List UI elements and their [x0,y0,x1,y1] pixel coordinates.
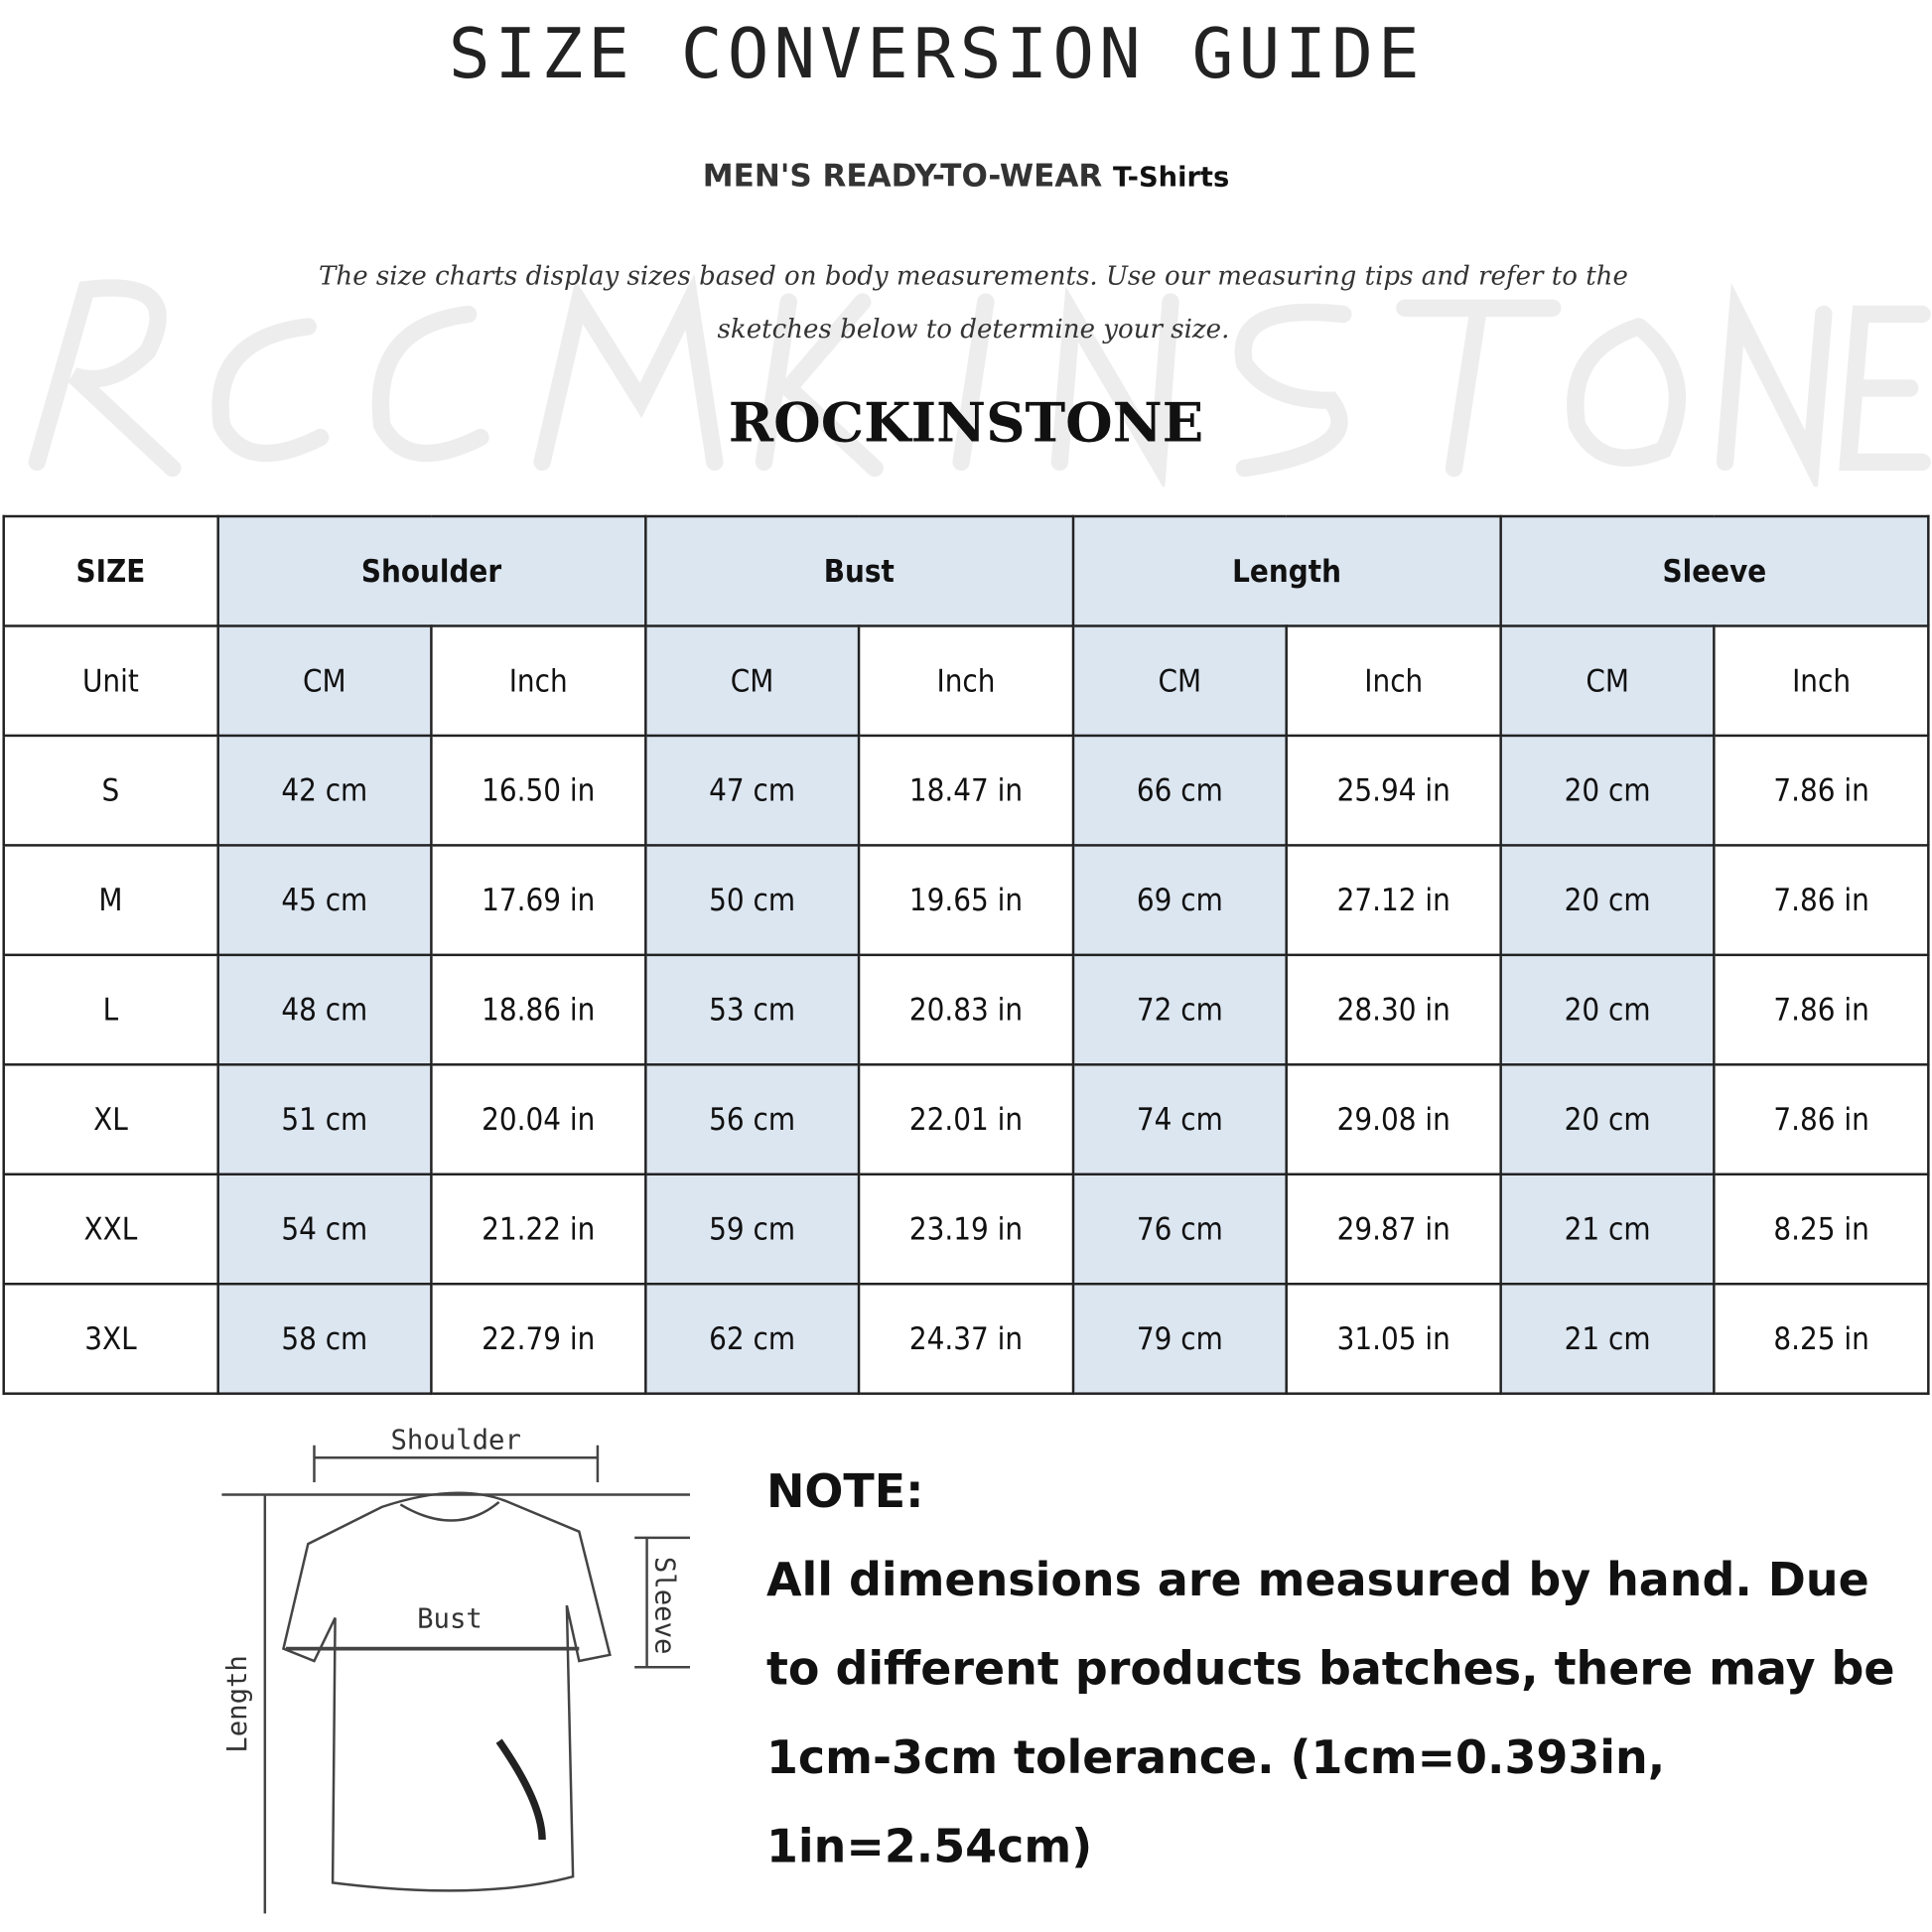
header-cell: Shoulder [215,514,647,627]
value-cell: 22.01 in [858,1063,1074,1176]
value-cell: 50 cm [643,844,861,957]
description: The size charts display sizes based on b… [319,261,1628,345]
unit-cell: Inch [430,624,647,738]
value-cell: 8.25 in [1713,1282,1930,1395]
tshirt-measurement-sketch: Shoulder Bust Length Sleeve [221,1426,691,1914]
header-cell: Length [1071,514,1502,627]
value-cell: 28.30 in [1285,953,1502,1066]
value-cell: 53 cm [643,953,861,1066]
size-cell: 3XL [2,1282,219,1395]
value-cell: 31.05 in [1285,1282,1502,1395]
value-cell: 62 cm [643,1282,861,1395]
subtitle: MEN'S READY-TO-WEAR T-Shirts [0,158,1932,194]
value-cell: 16.50 in [430,734,647,847]
unit-cell: CM [643,624,861,738]
value-cell: 42 cm [215,734,433,847]
value-cell: 18.47 in [858,734,1074,847]
table-row: XXL 54 cm 21.22 in 59 cm 23.19 in 76 cm 29.87 … [2,1173,1930,1286]
page-title: SIZE CONVERSION GUIDE [448,14,1425,95]
value-cell: 24.37 in [858,1282,1074,1395]
table-row: S 42 cm 16.50 in 47 cm 18.47 in 66 cm 25.94 in… [2,734,1930,847]
size-table: SIZE Shoulder Bust Length Sleeve Unit CM Inch CM… [2,514,1930,1395]
unit-cell: Unit [2,624,219,738]
shoulder-label: Shoulder [390,1426,520,1456]
unit-row: Unit CM Inch CM Inch CM Inch CM Inch [2,624,1930,738]
value-cell: 58 cm [215,1282,433,1395]
size-cell: S [2,734,219,847]
value-cell: 7.86 in [1713,1063,1930,1176]
value-cell: 29.87 in [1285,1173,1502,1286]
table-row: L 48 cm 18.86 in 53 cm 20.83 in 72 cm 28.30 in… [2,953,1930,1066]
value-cell: 21 cm [1499,1282,1717,1395]
unit-cell: Inch [858,624,1074,738]
value-cell: 19.65 in [858,844,1074,957]
value-cell: 69 cm [1071,844,1289,957]
table-row: XL 51 cm 20.04 in 56 cm 22.01 in 74 cm 29.08 i… [2,1063,1930,1176]
header-row: SIZE Shoulder Bust Length Sleeve [2,514,1930,627]
value-cell: 20 cm [1499,734,1717,847]
value-cell: 56 cm [643,1063,861,1176]
unit-cell: CM [1071,624,1289,738]
header-cell: Sleeve [1499,514,1930,627]
value-cell: 54 cm [215,1173,433,1286]
value-cell: 45 cm [215,844,433,957]
value-cell: 7.86 in [1713,953,1930,1066]
value-cell: 25.94 in [1285,734,1502,847]
sleeve-label: Sleeve [648,1557,679,1655]
unit-cell: CM [215,624,433,738]
header-cell: SIZE [2,514,219,627]
value-cell: 72 cm [1071,953,1289,1066]
unit-cell: Inch [1285,624,1502,738]
value-cell: 20 cm [1499,953,1717,1066]
value-cell: 47 cm [643,734,861,847]
tshirt-outline-icon [221,1445,691,1914]
value-cell: 74 cm [1071,1063,1289,1176]
subtitle-product: T-Shirts [1113,162,1230,194]
length-label: Length [222,1655,253,1753]
table-row: M 45 cm 17.69 in 50 cm 19.65 in 69 cm 27.12 in… [2,844,1930,957]
value-cell: 23.19 in [858,1173,1074,1286]
note: NOTE: All dimensions are measured by han… [766,1448,1900,1891]
value-cell: 27.12 in [1285,844,1502,957]
brand-name: ROCKINSTONE [728,391,1204,455]
header-cell: Bust [643,514,1074,627]
value-cell: 8.25 in [1713,1173,1930,1286]
value-cell: 79 cm [1071,1282,1289,1395]
value-cell: 66 cm [1071,734,1289,847]
note-text: All dimensions are measured by hand. Due… [765,1554,1895,1873]
value-cell: 21.22 in [430,1173,647,1286]
unit-cell: CM [1499,624,1717,738]
value-cell: 20.83 in [858,953,1074,1066]
size-cell: M [2,844,219,957]
unit-cell: Inch [1713,624,1930,738]
table-row: 3XL 58 cm 22.79 in 62 cm 24.37 in 79 cm 31.05 … [2,1282,1930,1395]
size-cell: XXL [2,1173,219,1286]
bust-label: Bust [417,1603,483,1634]
value-cell: 7.86 in [1713,844,1930,957]
size-cell: XL [2,1063,219,1176]
value-cell: 51 cm [215,1063,433,1176]
value-cell: 17.69 in [430,844,647,957]
value-cell: 20 cm [1499,1063,1717,1176]
size-cell: L [2,953,219,1066]
value-cell: 20 cm [1499,844,1717,957]
value-cell: 18.86 in [430,953,647,1066]
watermark-brush-logo [28,273,1931,487]
value-cell: 76 cm [1071,1173,1289,1286]
value-cell: 59 cm [643,1173,861,1286]
value-cell: 48 cm [215,953,433,1066]
value-cell: 22.79 in [430,1282,647,1395]
value-cell: 20.04 in [430,1063,647,1176]
value-cell: 21 cm [1499,1173,1717,1286]
subtitle-main: MEN'S READY-TO-WEAR [702,157,1103,194]
value-cell: 7.86 in [1713,734,1930,847]
value-cell: 29.08 in [1285,1063,1502,1176]
note-heading: NOTE: [765,1464,924,1519]
